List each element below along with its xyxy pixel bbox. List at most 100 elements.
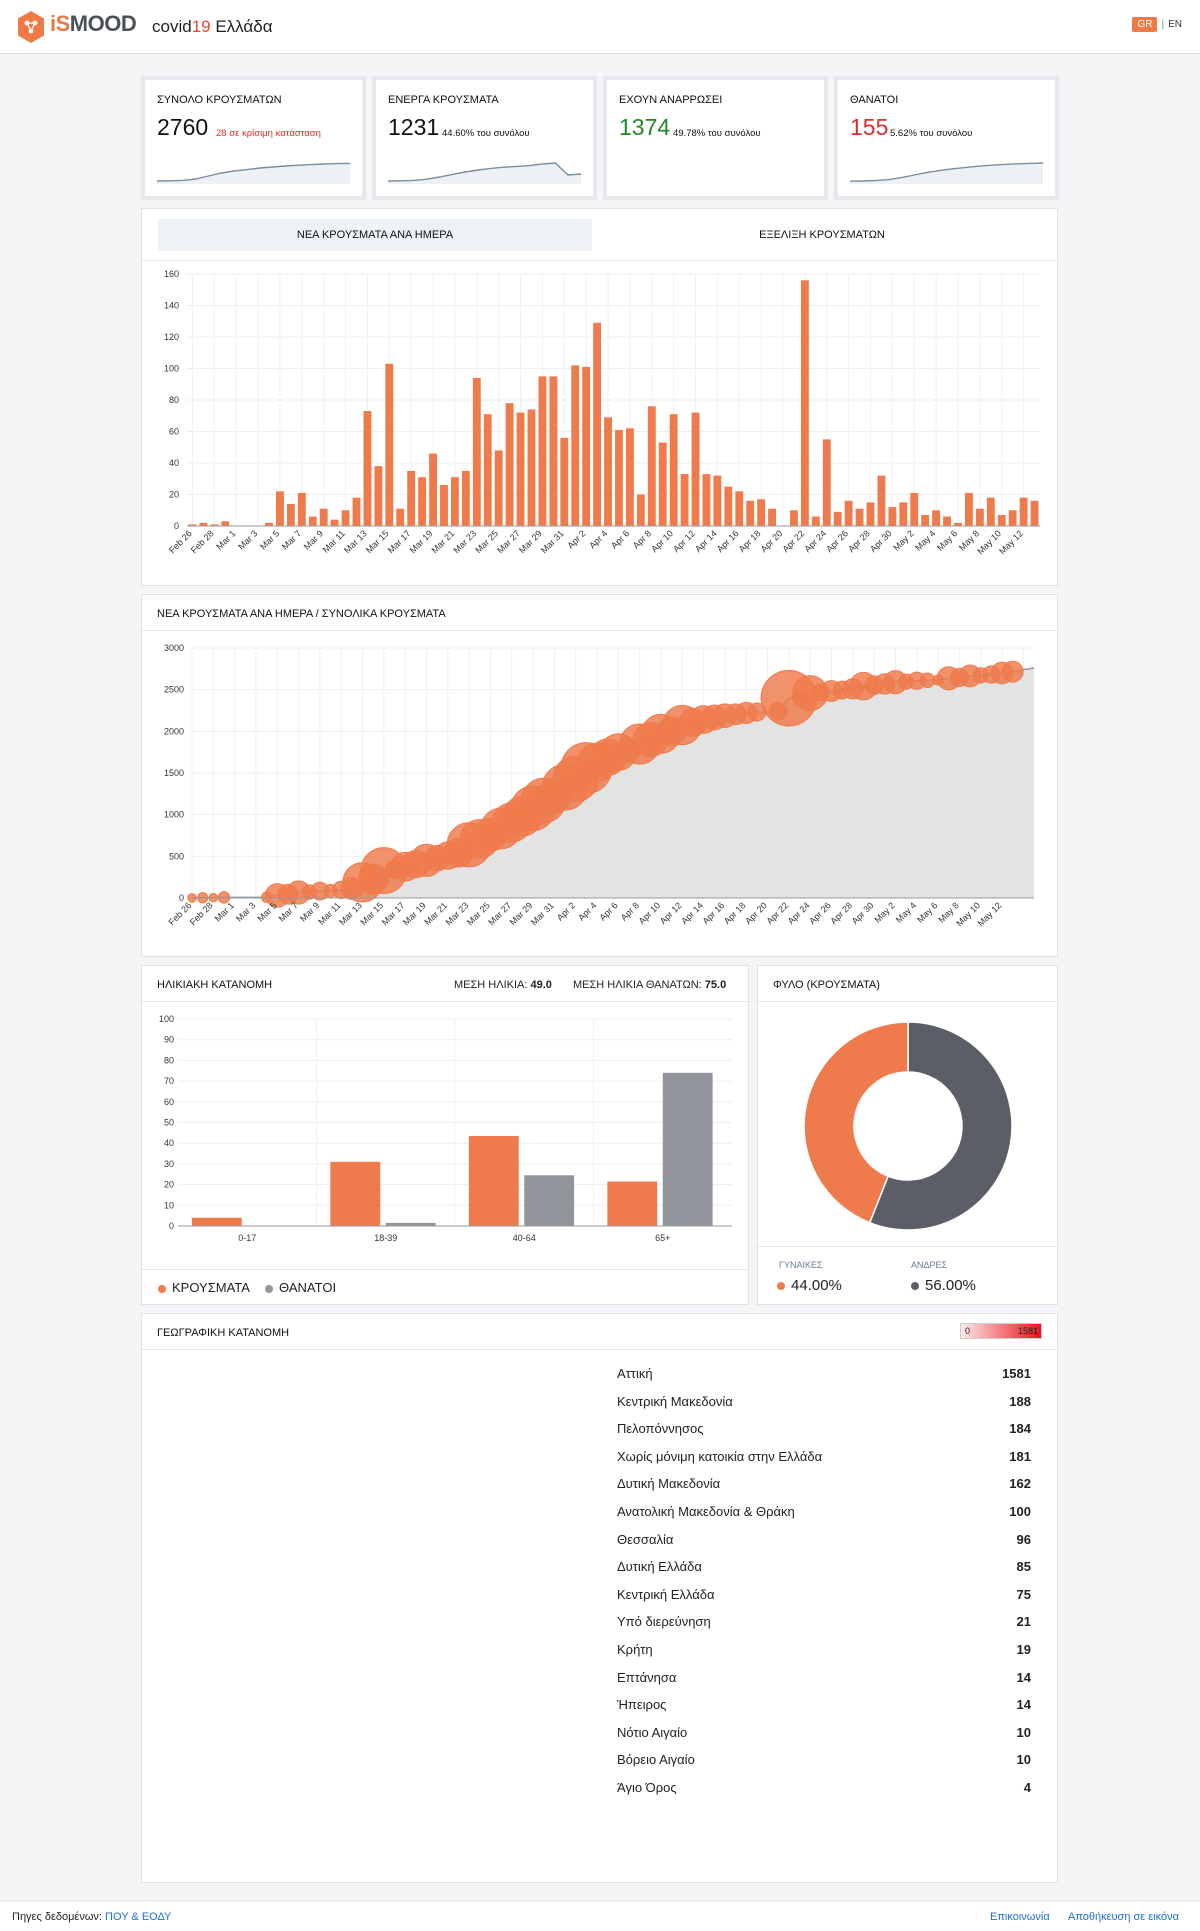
x-tick-label: Mar 21 <box>429 528 456 555</box>
donut-slice <box>868 1021 1013 1231</box>
region-name: Κεντρική Μακεδονία <box>617 1393 733 1409</box>
ismood-logo[interactable]: iSMOOD <box>16 10 137 46</box>
bar <box>888 507 897 526</box>
y-tick-label: 100 <box>164 364 179 374</box>
x-tick-label: Apr 12 <box>671 528 697 554</box>
region-count: 19 <box>1016 1641 1031 1657</box>
age-distribution-chart: 0 10 20 30 40 50 60 70 80 90 100 0-17 18-39 40-64 65+ <box>159 1014 732 1243</box>
x-tick-label: Apr 2 <box>555 900 577 922</box>
card-value: 1231 <box>388 114 440 140</box>
region-list: Αττική 1581 Κεντρική Μακεδονία 188 Πελοπόννη… <box>617 1366 1031 1808</box>
source-eody-link[interactable]: ΕΟΔΥ <box>141 1911 172 1923</box>
region-name: Υπό διερεύνηση <box>617 1614 711 1630</box>
card-value: 155 <box>850 114 889 140</box>
card-subtext: 49.78% του συνόλου <box>673 128 761 139</box>
language-switcher: GR | EN <box>1132 17 1182 32</box>
tab-daily-cases[interactable]: ΝΕΑ ΚΡΟΥΣΜΑΤΑ ΑΝΑ ΗΜΕΡΑ <box>158 219 592 251</box>
bar <box>330 519 339 526</box>
bar <box>265 522 273 526</box>
x-tick-label: Feb 26 <box>167 528 194 555</box>
bar <box>483 414 492 526</box>
gender-donut-chart <box>803 1021 1013 1231</box>
y-tick-label: 3000 <box>164 643 184 653</box>
region-count: 10 <box>1016 1724 1031 1740</box>
region-count: 75 <box>1016 1586 1031 1602</box>
x-tick-label: Mar 31 <box>529 900 556 927</box>
lang-gr-button[interactable]: GR <box>1132 17 1158 32</box>
bar <box>407 470 416 526</box>
x-tick-label: May 12 <box>975 900 1003 928</box>
x-tick-label: Apr 14 <box>693 528 719 554</box>
x-tick-label: Mar 11 <box>321 528 347 554</box>
bar <box>385 363 394 526</box>
x-tick-label: Mar 1 <box>213 900 236 923</box>
bar <box>713 475 722 526</box>
x-tick-label: Apr 10 <box>649 528 675 554</box>
bar <box>538 376 547 526</box>
x-tick-label: May 2 <box>872 900 896 924</box>
bar <box>921 514 930 526</box>
x-tick-label: Mar 25 <box>473 528 500 555</box>
bar <box>800 280 809 526</box>
tab-case-evolution[interactable]: ΕΞΕΛΙΞΗ ΚΡΟΥΣΜΑΤΩΝ <box>759 229 885 241</box>
bar <box>691 412 700 526</box>
bar <box>297 492 306 526</box>
sparkline <box>157 162 350 184</box>
region-row: Βόρειο Αιγαίο 10 <box>617 1752 1031 1780</box>
legend-deaths[interactable]: ΘΑΝΑΤΟΙ <box>265 1280 336 1295</box>
x-tick-label: May 6 <box>915 900 939 924</box>
region-count: 21 <box>1016 1614 1031 1630</box>
x-tick-label: Apr 4 <box>587 528 609 550</box>
region-row: Ανατολική Μακεδονία & Θράκη 100 <box>617 1504 1031 1532</box>
x-tick-label: Mar 13 <box>337 900 364 927</box>
x-tick-label: Apr 16 <box>700 900 726 926</box>
region-name: Άγιο Όρος <box>617 1779 677 1795</box>
y-tick-label: 60 <box>164 1097 174 1107</box>
lang-en-button[interactable]: EN <box>1168 19 1182 30</box>
x-tick-label: Apr 24 <box>802 528 828 554</box>
source-who-link[interactable]: ΠΟΥ <box>105 1911 129 1923</box>
bar <box>636 494 645 526</box>
bar <box>604 417 612 526</box>
bar <box>910 492 919 526</box>
x-tick-label: May 4 <box>913 528 937 552</box>
x-tick-label: Apr 30 <box>868 528 894 554</box>
x-tick-label: Apr 28 <box>828 900 854 926</box>
x-tick-label: Apr 22 <box>764 900 790 926</box>
bubble <box>217 891 231 904</box>
bar <box>997 514 1006 526</box>
contact-link[interactable]: Επικοινωνία <box>990 1911 1050 1923</box>
bar <box>385 1222 436 1226</box>
x-tick-label: Mar 15 <box>358 900 385 927</box>
bar <box>1008 510 1017 526</box>
bar <box>319 508 328 526</box>
y-tick-label: 40 <box>169 458 179 468</box>
bar <box>494 450 503 526</box>
mean-death-age: ΜΕΣΗ ΗΛΙΚΙΑ ΘΑΝΑΤΩΝ: 75.0 <box>573 979 727 991</box>
top-bar: iSMOOD covid19 Ελλάδα GR | EN <box>0 0 1200 54</box>
bar <box>746 500 755 526</box>
save-image-link[interactable]: Αποθήκευση σε εικόνα <box>1068 1911 1179 1923</box>
region-row: Δυτική Μακεδονία 162 <box>617 1476 1031 1504</box>
bar <box>833 511 842 526</box>
legend-cases[interactable]: ΚΡΟΥΣΜΑΤΑ <box>158 1280 250 1295</box>
data-sources: Πηγες δεδομένων: ΠΟΥ & ΕΟΔΥ <box>12 1911 172 1923</box>
y-tick-label: 80 <box>164 1055 174 1065</box>
bar <box>702 474 711 526</box>
bar <box>308 516 317 526</box>
bar <box>615 429 623 526</box>
bar <box>986 497 995 526</box>
x-tick-label: Apr 6 <box>597 900 619 922</box>
sparkline-area <box>157 163 350 184</box>
bar <box>811 516 820 526</box>
x-tick-label: Apr 18 <box>722 900 748 926</box>
y-tick-label: 1000 <box>164 810 184 820</box>
region-row: Δυτική Ελλάδα 85 <box>617 1559 1031 1587</box>
region-name: Ήπειρος <box>617 1697 667 1713</box>
region-name: Πελοπόννησος <box>617 1421 704 1437</box>
region-count: 96 <box>1016 1531 1031 1547</box>
x-tick-label: Apr 4 <box>576 900 598 922</box>
region-row: Αττική 1581 <box>617 1366 1031 1394</box>
active-cases-card: ΕΝΕΡΓΑ ΚΡΟΥΣΜΑΤΑ 1231 44.60% του συνόλου <box>372 76 597 200</box>
app-title: covid19 Ελλάδα <box>152 17 273 36</box>
